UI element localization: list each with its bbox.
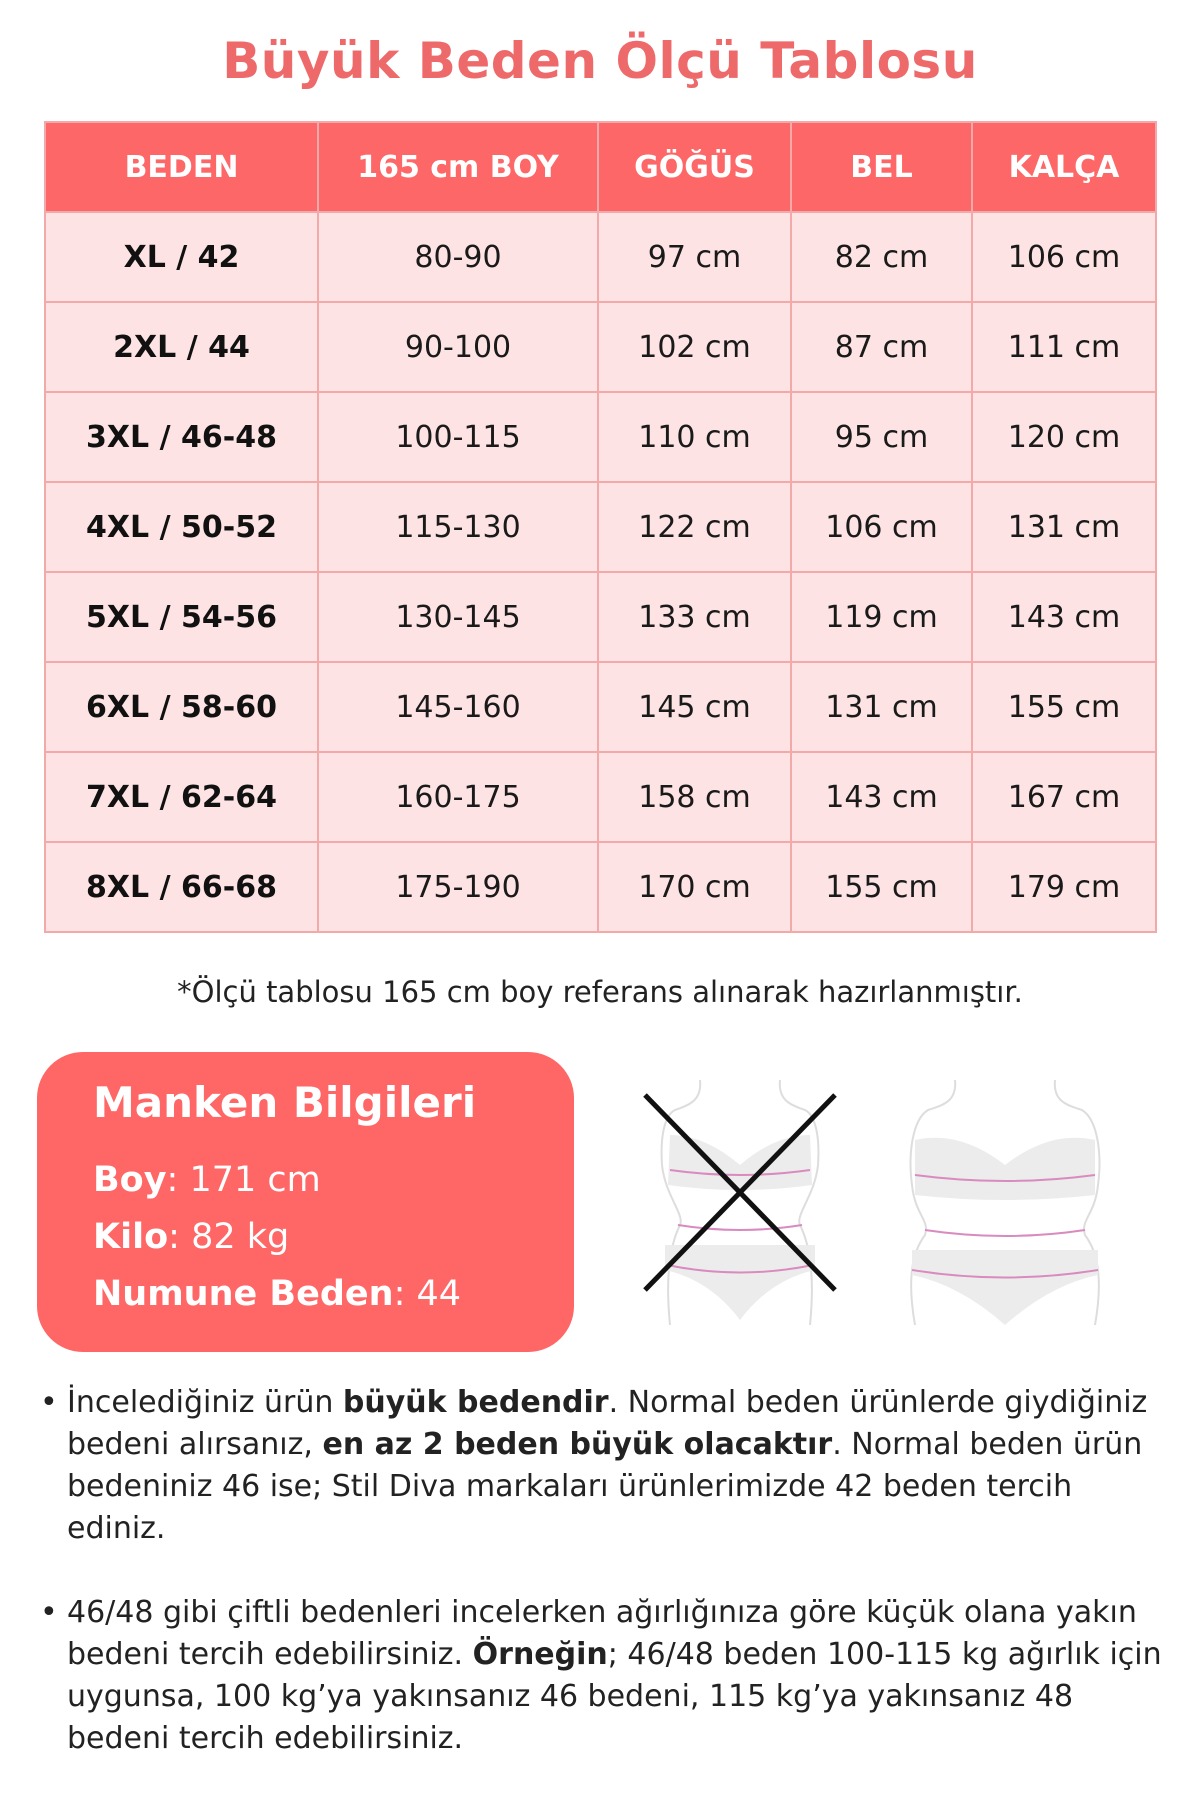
bullet-item-size-warning: • İncelediğiniz ürün büyük bedendir. Norm… (40, 1382, 1162, 1550)
cell-bel: 106 cm (790, 481, 973, 573)
table-row: 7XL / 62-64 160-175 158 cm 143 cm 167 cm (44, 751, 1157, 843)
text: . Normal beden ürün bedeniniz 46 ise; St… (67, 1427, 1143, 1546)
table-row: 3XL / 46-48 100-115 110 cm 95 cm 120 cm (44, 391, 1157, 483)
cell-gogus: 158 cm (597, 751, 792, 843)
cell-bel: 87 cm (790, 301, 973, 393)
table-row: 2XL / 44 90-100 102 cm 87 cm 111 cm (44, 301, 1157, 393)
cell-size: 7XL / 62-64 (44, 751, 319, 843)
page-title: Büyük Beden Ölçü Tablosu (222, 32, 978, 90)
model-weight: Kilo: 82 kg (93, 1217, 289, 1257)
cell-gogus: 170 cm (597, 841, 792, 933)
cell-gogus: 133 cm (597, 571, 792, 663)
table-row: 5XL / 54-56 130-145 133 cm 119 cm 143 cm (44, 571, 1157, 663)
label: Numune Beden (93, 1274, 394, 1314)
cell-size: 2XL / 44 (44, 301, 319, 393)
cell-kalca: 155 cm (971, 661, 1157, 753)
table-row: 8XL / 66-68 175-190 170 cm 155 cm 179 cm (44, 841, 1157, 933)
label: Kilo (93, 1217, 169, 1257)
header-kalca: KALÇA (971, 121, 1157, 213)
cell-boy: 100-115 (317, 391, 599, 483)
sep: : (168, 1217, 192, 1257)
model-info-box: Manken Bilgileri Boy: 171 cm Kilo: 82 kg… (37, 1052, 574, 1352)
cell-bel: 119 cm (790, 571, 973, 663)
header-beden: BEDEN (44, 121, 319, 213)
cell-gogus: 110 cm (597, 391, 792, 483)
cell-size: 3XL / 46-48 (44, 391, 319, 483)
header-bel: BEL (790, 121, 973, 213)
cell-kalca: 120 cm (971, 391, 1157, 483)
cell-kalca: 111 cm (971, 301, 1157, 393)
cell-size: 4XL / 50-52 (44, 481, 319, 573)
model-info-title: Manken Bilgileri (93, 1078, 477, 1127)
cell-kalca: 179 cm (971, 841, 1157, 933)
size-table: BEDEN 165 cm BOY GÖĞÜS BEL KALÇA XL / 42… (44, 121, 1157, 933)
cell-bel: 143 cm (790, 751, 973, 843)
label: Boy (93, 1160, 167, 1200)
value: 82 kg (191, 1217, 290, 1257)
table-row: XL / 42 80-90 97 cm 82 cm 106 cm (44, 211, 1157, 303)
bold-text: Örneğin (472, 1637, 608, 1672)
sep: : (166, 1160, 190, 1200)
table-header-row: BEDEN 165 cm BOY GÖĞÜS BEL KALÇA (44, 121, 1157, 213)
cell-bel: 82 cm (790, 211, 973, 303)
cell-kalca: 167 cm (971, 751, 1157, 843)
cell-boy: 145-160 (317, 661, 599, 753)
table-row: 6XL / 58-60 145-160 145 cm 131 cm 155 cm (44, 661, 1157, 753)
text: ; 46/48 beden 100-115 kg ağırlık için uy… (67, 1637, 1162, 1756)
cell-gogus: 97 cm (597, 211, 792, 303)
header-boy: 165 cm BOY (317, 121, 599, 213)
cell-gogus: 122 cm (597, 481, 792, 573)
table-note: *Ölçü tablosu 165 cm boy referans alınar… (177, 975, 1023, 1009)
text: . Normal beden ürünlerde giydiğiniz bede… (67, 1385, 1148, 1462)
table-row: 4XL / 50-52 115-130 122 cm 106 cm 131 cm (44, 481, 1157, 573)
cell-bel: 95 cm (790, 391, 973, 483)
value: 171 cm (189, 1160, 321, 1200)
cell-kalca: 106 cm (971, 211, 1157, 303)
cell-kalca: 143 cm (971, 571, 1157, 663)
cell-size: 8XL / 66-68 (44, 841, 319, 933)
cell-size: 5XL / 54-56 (44, 571, 319, 663)
cell-size: XL / 42 (44, 211, 319, 303)
info-bullets: • İncelediğiniz ürün büyük bedendir. Norm… (40, 1382, 1162, 1802)
cell-bel: 131 cm (790, 661, 973, 753)
cell-gogus: 145 cm (597, 661, 792, 753)
body-measure-wrong-icon (643, 1079, 837, 1326)
cell-boy: 115-130 (317, 481, 599, 573)
cell-gogus: 102 cm (597, 301, 792, 393)
bold-text: en az 2 beden büyük olacaktır (322, 1427, 833, 1462)
cell-size: 6XL / 58-60 (44, 661, 319, 753)
text: İncelediğiniz ürün (67, 1385, 343, 1420)
cell-boy: 80-90 (317, 211, 599, 303)
value: 44 (416, 1274, 462, 1314)
cell-bel: 155 cm (790, 841, 973, 933)
cell-boy: 175-190 (317, 841, 599, 933)
model-height: Boy: 171 cm (93, 1160, 321, 1200)
bullet-icon: • (40, 1595, 58, 1630)
header-gogus: GÖĞÜS (597, 121, 792, 213)
cell-boy: 130-145 (317, 571, 599, 663)
sep: : (393, 1274, 417, 1314)
text: 46/48 gibi çiftli bedenleri incelerken a… (67, 1595, 1137, 1672)
cell-boy: 90-100 (317, 301, 599, 393)
cell-boy: 160-175 (317, 751, 599, 843)
bullet-item-dual-size: • 46/48 gibi çiftli bedenleri incelerken … (40, 1592, 1162, 1760)
cell-kalca: 131 cm (971, 481, 1157, 573)
model-sample-size: Numune Beden: 44 (93, 1274, 461, 1314)
body-measure-correct-icon (909, 1079, 1101, 1326)
bold-text: büyük bedendir (342, 1385, 609, 1420)
bullet-icon: • (40, 1385, 58, 1420)
